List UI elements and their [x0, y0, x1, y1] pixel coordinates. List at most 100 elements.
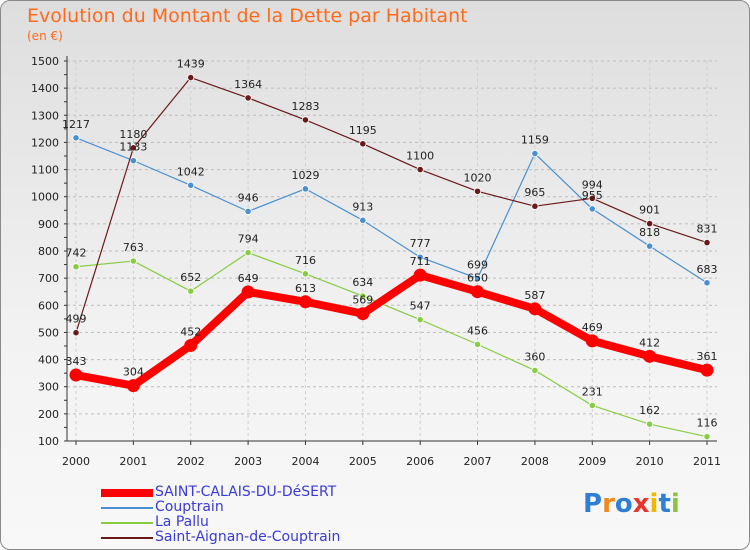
data-point: [187, 181, 195, 189]
data-label: 162: [639, 404, 660, 417]
legend: SAINT-CALAIS-DU-DéSERT Couptrain La Pallu S…: [101, 485, 340, 545]
y-tick-label: 100: [38, 435, 59, 448]
y-tick-label: 900: [38, 218, 59, 231]
logo-letter: t: [658, 489, 671, 519]
data-label: 1100: [406, 150, 434, 163]
data-label: 652: [180, 271, 201, 284]
data-label: 955: [582, 189, 603, 202]
data-point: [646, 219, 654, 228]
x-tick-label: 2007: [464, 455, 492, 468]
data-point: [473, 187, 482, 195]
data-label: 965: [524, 186, 545, 199]
data-label: 412: [639, 336, 660, 349]
y-tick-label: 700: [38, 272, 59, 285]
series-line: [72, 271, 711, 390]
legend-item: Saint-Aignan-de-Couptrain: [101, 530, 340, 545]
x-tick-label: 2006: [406, 455, 434, 468]
data-label: 1133: [119, 141, 147, 154]
data-label: 1042: [177, 165, 205, 178]
data-point: [301, 116, 310, 124]
data-point: [301, 185, 310, 193]
data-label: 1283: [291, 100, 319, 113]
y-tick-label: 1000: [31, 191, 59, 204]
data-point: [473, 274, 482, 283]
data-labels: 1217 1133 1042 946 1029 913 777 699 1159 955 818 68…: [62, 58, 718, 430]
x-tick-label: 2005: [349, 455, 377, 468]
data-point: [416, 165, 424, 174]
data-label: 304: [123, 366, 144, 379]
data-point: [531, 366, 539, 375]
data-point: [187, 287, 195, 295]
data-point: [588, 194, 596, 202]
data-label: 683: [697, 263, 718, 276]
logo-letter: o: [614, 489, 633, 519]
data-label: 361: [697, 350, 718, 363]
data-label: 456: [467, 324, 488, 337]
y-tick-label: 400: [38, 354, 59, 367]
data-point: [241, 285, 255, 299]
data-point: [471, 285, 485, 299]
data-label: 831: [697, 223, 718, 236]
data-point: [643, 349, 657, 363]
data-label: 794: [238, 233, 259, 246]
logo-letter: i: [649, 489, 659, 519]
data-point: [588, 401, 596, 410]
data-label: 763: [123, 241, 144, 254]
series-group: [69, 73, 714, 441]
data-point: [585, 334, 599, 348]
y-tick-label: 1200: [31, 136, 59, 149]
y-tick-label: 600: [38, 299, 59, 312]
series-line: [75, 252, 708, 438]
data-point: [129, 257, 137, 265]
legend-swatch: [101, 536, 153, 539]
legend-item: SAINT-CALAIS-DU-DéSERT: [101, 485, 340, 500]
x-tick-label: 2008: [521, 455, 549, 468]
legend-label: La Pallu: [155, 514, 209, 530]
data-label: 360: [524, 350, 545, 363]
data-point: [187, 73, 195, 82]
data-point: [531, 202, 539, 210]
data-point: [700, 363, 714, 377]
data-label: 1217: [62, 118, 90, 131]
x-tick-label: 2001: [119, 455, 147, 468]
y-tick-label: 300: [38, 381, 59, 394]
data-label: 1439: [177, 58, 205, 71]
logo-letter: x: [632, 489, 650, 519]
data-point: [244, 94, 252, 102]
data-point: [126, 379, 140, 393]
data-label: 649: [238, 272, 259, 285]
data-label: 343: [66, 355, 87, 368]
data-label: 742: [66, 247, 87, 260]
x-tick-label: 2011: [693, 455, 721, 468]
data-point: [413, 268, 427, 282]
tick-labels: 1002003004005006007008009001000110012001…: [31, 55, 721, 468]
series-line: [75, 76, 708, 334]
y-tick-label: 500: [38, 326, 59, 339]
data-point: [703, 279, 711, 287]
data-point: [588, 205, 596, 213]
y-tick-label: 800: [38, 245, 59, 258]
x-tick-label: 2002: [177, 455, 205, 468]
data-label: 994: [582, 178, 603, 191]
data-point: [646, 420, 654, 428]
data-label: 1020: [464, 171, 492, 184]
data-point: [528, 302, 542, 316]
proxiti-logo: Proxiti: [583, 489, 680, 519]
x-tick-label: 2010: [636, 455, 664, 468]
x-tick-label: 2003: [234, 455, 262, 468]
grid-lines: [67, 60, 717, 442]
data-point: [416, 253, 424, 261]
data-label: 613: [295, 282, 316, 295]
legend-label: Couptrain: [155, 499, 224, 515]
data-label: 913: [352, 200, 373, 213]
data-point: [69, 368, 83, 382]
data-label: 499: [66, 313, 87, 326]
chart-title: Evolution du Montant de la Dette par Hab…: [27, 5, 468, 27]
data-point: [129, 157, 137, 165]
legend-swatch: [101, 488, 153, 497]
data-point: [129, 144, 137, 152]
data-point: [473, 340, 482, 348]
data-label: 469: [582, 321, 603, 334]
